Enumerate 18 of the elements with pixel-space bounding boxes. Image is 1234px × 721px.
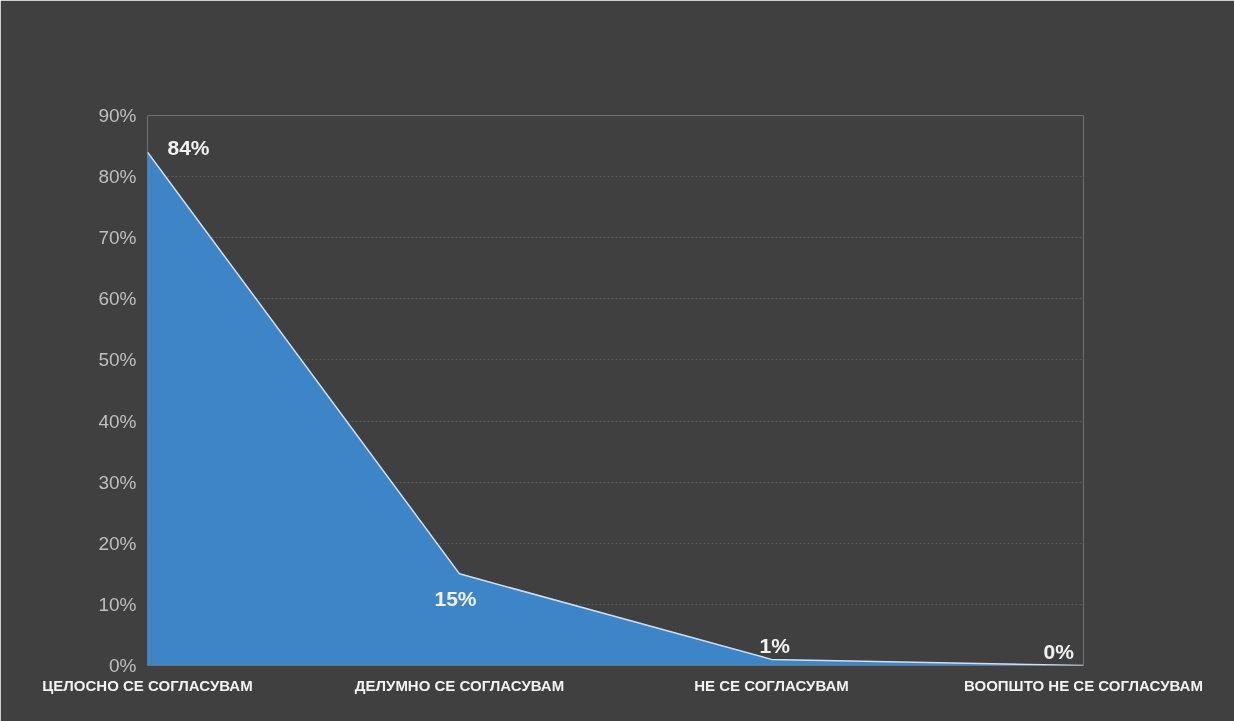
y-tick-label: 30% [98,471,137,493]
y-tick-label: 0% [109,655,137,676]
data-label: 0% [1043,640,1075,663]
y-tick-label: 60% [98,288,137,310]
x-tick-label: ДЕЛУМНО СЕ СОГЛАСУВАМ [354,676,565,694]
data-label: 84% [167,135,210,159]
data-label: 15% [434,587,477,611]
y-tick-label: 80% [98,166,137,188]
x-tick-label: НЕ СЕ СОГЛАСУВАМ [694,676,849,694]
x-tick-label: ВООПШТО НЕ СЕ СОГЛАСУВАМ [964,676,1203,694]
y-tick-label: 10% [98,593,137,615]
y-tick-label: 70% [98,227,137,249]
data-label: 1% [759,633,791,657]
y-tick-label: 40% [98,410,137,432]
y-tick-label: 20% [98,532,137,554]
y-tick-label: 90% [98,105,137,126]
x-tick-label: ЦЕЛОСНО СЕ СОГЛАСУВАМ [42,676,253,694]
y-tick-label: 50% [98,349,137,371]
